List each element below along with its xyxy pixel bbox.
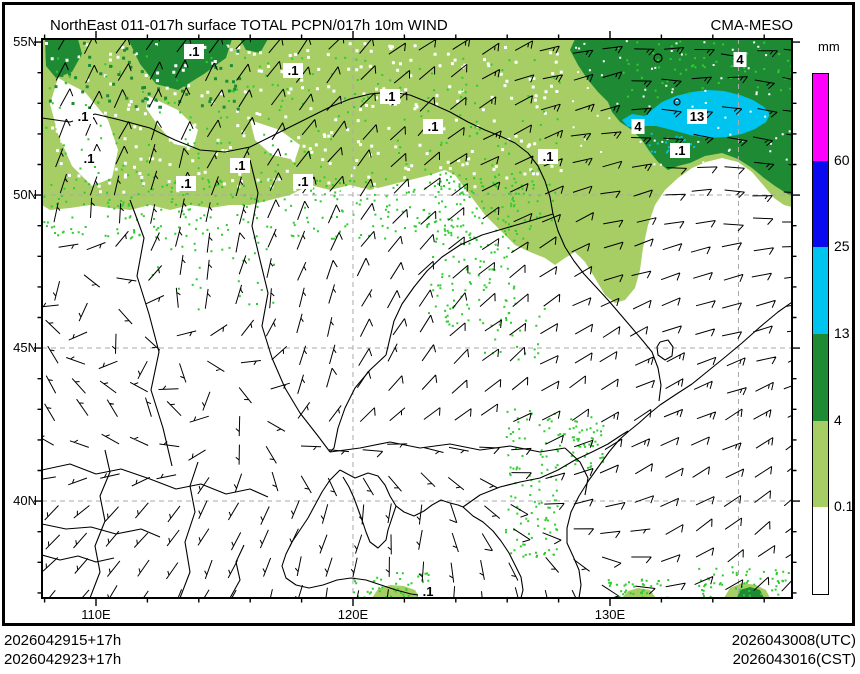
contour-label: .1 xyxy=(78,109,89,124)
contour-label-box xyxy=(687,109,707,124)
colorbar xyxy=(812,73,829,595)
center-mark-circle xyxy=(653,53,663,63)
coastline-border-path xyxy=(129,199,173,467)
contour-label-box xyxy=(73,109,93,124)
valid-time-cst: 2026043016(CST) xyxy=(732,651,856,668)
colorbar-unit-label: mm xyxy=(818,39,840,54)
contour-label: .1 xyxy=(428,119,439,134)
contour-label-box xyxy=(423,119,443,134)
contour-label: .1 xyxy=(423,584,434,599)
coastline-border-path xyxy=(281,469,442,598)
colorbar-boundary-label: 4 xyxy=(834,411,842,428)
valid-time-labels: 2026043008(UTC) 2026043016(CST) xyxy=(732,631,856,669)
contour-label: .1 xyxy=(543,149,554,164)
contour-label-box xyxy=(538,149,558,164)
coastline-border-path xyxy=(179,461,199,598)
valid-time-utc: 2026043008(UTC) xyxy=(731,632,856,649)
colorbar-segment xyxy=(813,420,828,508)
map-frame xyxy=(41,38,793,599)
contour-label-box xyxy=(79,151,99,166)
contour-label-box xyxy=(380,89,400,104)
colorbar-boundary-label: 25 xyxy=(834,238,850,255)
colorbar-segment xyxy=(813,247,828,334)
map-canvas: .1 .1 .1 .1 .1 .1 .1 .1 .1 .1 .1 4 13 4 .1 xyxy=(34,31,800,606)
precip-speckles xyxy=(648,132,696,154)
coastline-border-path xyxy=(342,476,397,549)
precip-region-dark xyxy=(240,39,268,53)
colorbar-boundary-label: 60 xyxy=(834,151,850,168)
contour-label: .1 xyxy=(181,176,192,191)
contour-label-box xyxy=(184,44,204,59)
map-content: .1 .1 .1 .1 .1 .1 .1 .1 .1 .1 .1 4 13 4 .1 xyxy=(42,39,792,599)
colorbar-segment xyxy=(813,160,828,248)
coastline-border-path xyxy=(462,506,524,598)
precip-hole xyxy=(146,96,198,148)
coastline-border-path xyxy=(229,544,245,598)
precip-region-light xyxy=(622,588,656,598)
contour-label-box xyxy=(293,174,313,189)
plot-title: NorthEast 011-017h surface TOTAL PCPN/01… xyxy=(50,17,448,34)
coastline-border-path xyxy=(339,469,464,517)
init-time-labels: 2026042915+17h 2026042923+17h xyxy=(4,631,121,669)
coastline-border-path xyxy=(656,339,674,361)
colorbar-segment xyxy=(813,507,828,594)
init-time-cst: 2026042923+17h xyxy=(4,651,122,668)
contour-label: .1 xyxy=(84,151,95,166)
contour-label-box xyxy=(283,63,303,78)
lon-tick-label: 130E xyxy=(594,607,626,622)
contour-label: .1 xyxy=(288,63,299,78)
coastline-border-path xyxy=(329,354,387,453)
contour-label: .1 xyxy=(235,158,246,173)
lat-tick-label: 50N xyxy=(13,187,37,203)
contour-label: 13 xyxy=(690,109,704,124)
center-mark-circle xyxy=(673,98,681,106)
colorbar-segment xyxy=(813,333,828,421)
colorbar-boundary-label: 13 xyxy=(834,325,850,341)
lat-tick-label: 40N xyxy=(13,493,37,509)
precip-speckles xyxy=(426,172,517,332)
lat-tick-label: 55N xyxy=(13,34,37,50)
coastline-border-path xyxy=(42,523,161,538)
precip-region-dark xyxy=(128,39,232,90)
init-time-utc: 2026042915+17h xyxy=(4,632,122,649)
contour-label-box xyxy=(670,143,690,158)
coastline-border-path xyxy=(566,301,792,598)
coastline-border-path xyxy=(385,213,554,356)
coastline-border-path xyxy=(249,159,331,453)
precip-region-light xyxy=(42,39,792,303)
precip-hole xyxy=(50,78,118,186)
coastline-border-path xyxy=(42,463,269,498)
contour-label: .1 xyxy=(298,174,309,189)
lat-tick-label: 45N xyxy=(13,340,37,356)
contour-label: 4 xyxy=(634,119,642,134)
contour-label: .1 xyxy=(675,143,686,158)
model-name-label: CMA-MESO xyxy=(710,17,794,34)
coastline-border-path xyxy=(462,430,629,508)
precip-speckles xyxy=(353,572,433,598)
axis-ticks xyxy=(34,31,800,606)
colorbar-segment xyxy=(813,74,828,161)
coastline-border-path xyxy=(42,554,115,563)
lon-tick-label: 110E xyxy=(81,607,111,622)
contour-label-box xyxy=(733,52,747,67)
colorbar-boundary-label: 0.1 xyxy=(834,498,854,515)
contour-label-box xyxy=(230,158,250,173)
contour-label: 4 xyxy=(736,52,744,67)
wind-barbs xyxy=(42,39,792,598)
contour-label-box xyxy=(176,176,196,191)
coastline-border-path xyxy=(564,447,589,496)
precip-speckles xyxy=(505,408,559,558)
outer-border xyxy=(2,2,855,626)
precip-speckles xyxy=(556,416,605,469)
contour-label: .1 xyxy=(385,89,396,104)
contour-label: .1 xyxy=(189,44,200,59)
contour-label-box xyxy=(631,119,645,134)
contour-label-box xyxy=(418,584,438,598)
lon-tick-label: 120E xyxy=(337,607,369,622)
